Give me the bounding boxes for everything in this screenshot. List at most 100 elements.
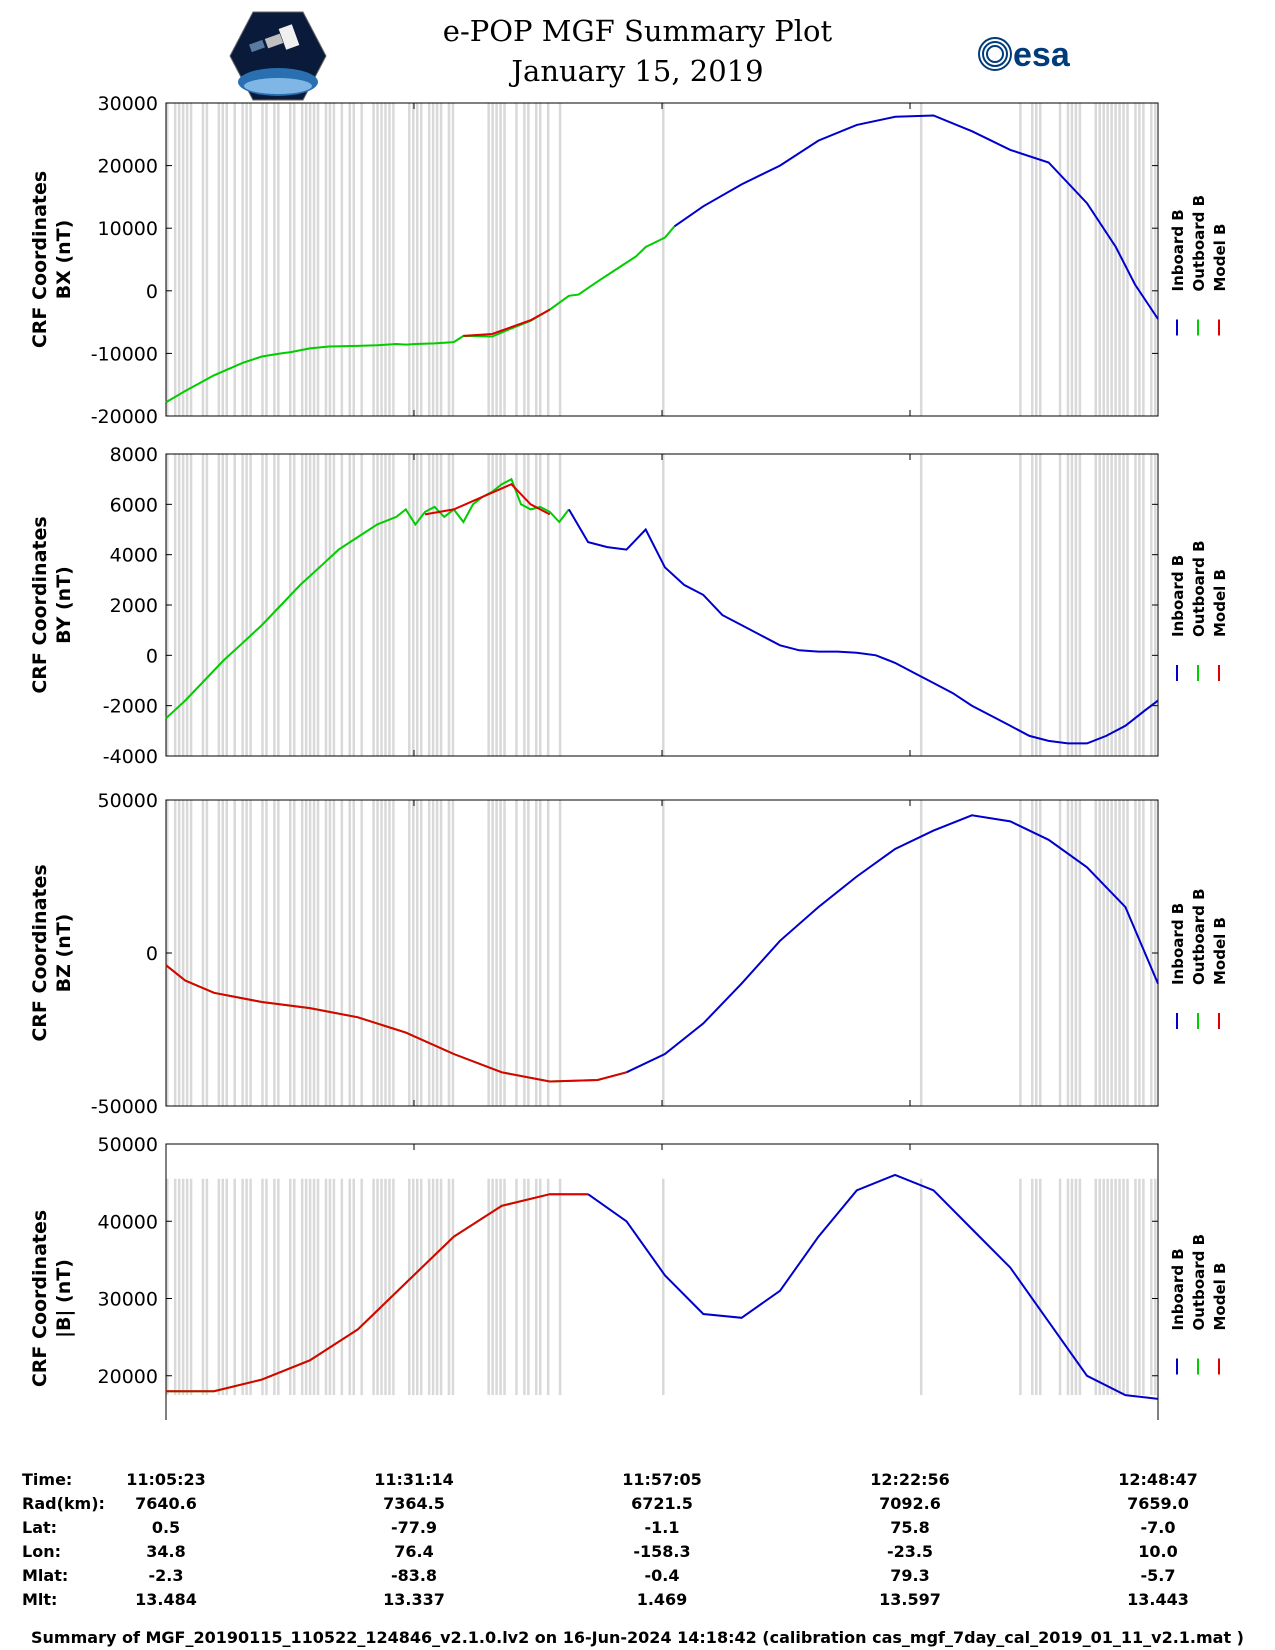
data-gap-band	[1106, 454, 1109, 756]
data-gap-band	[1126, 1178, 1129, 1396]
ephemeris-value: 11:57:05	[622, 1470, 702, 1489]
data-gap-band	[205, 800, 209, 1106]
data-gap-band	[1074, 1178, 1078, 1396]
data-gap-band	[292, 454, 296, 756]
data-gap-band	[662, 1178, 665, 1396]
ephemeris-row: Mlt: 13.484 13.337 1.469 13.597 13.443	[0, 1590, 1275, 1614]
data-gap-band	[328, 454, 332, 756]
data-gap-band	[277, 454, 280, 756]
data-gap-band	[503, 800, 506, 1106]
ephemeris-value: 76.4	[394, 1542, 434, 1561]
data-gap-band	[300, 800, 304, 1106]
data-gap-band	[412, 800, 415, 1106]
data-gap-band	[431, 103, 435, 416]
ephemeris-value: 79.3	[890, 1566, 930, 1585]
data-gap-band	[427, 103, 431, 416]
data-gap-band	[1142, 103, 1145, 416]
data-gap-band	[289, 103, 292, 416]
data-gap-band	[1118, 800, 1121, 1106]
ephemeris-value: 11:31:14	[374, 1470, 454, 1489]
data-gap-band	[221, 454, 225, 756]
data-gap-band	[348, 1178, 352, 1396]
data-gap-band	[447, 454, 451, 756]
ephemeris-row: Lon: 34.8 76.4 -158.3 -23.5 10.0	[0, 1542, 1275, 1566]
data-gap-band	[372, 454, 375, 756]
data-gap-band	[662, 103, 665, 416]
ephemeris-value: 1.469	[636, 1590, 688, 1609]
legend-label: Inboard B	[1169, 1248, 1187, 1330]
data-gap-band	[495, 454, 498, 756]
data-gap-band	[221, 1178, 225, 1396]
data-gap-band	[340, 454, 344, 756]
data-gap-band	[384, 454, 387, 756]
data-gap-band	[1019, 454, 1022, 756]
data-gap-band	[1114, 800, 1117, 1106]
data-gap-band	[217, 1178, 221, 1396]
ephemeris-value: 6721.5	[631, 1494, 693, 1513]
legend-label: Inboard B	[1169, 555, 1187, 637]
data-gap-band	[1031, 800, 1034, 1106]
data-gap-band	[1074, 454, 1078, 756]
data-gap-band	[499, 800, 502, 1106]
data-gap-band	[491, 800, 494, 1106]
data-gap-band	[491, 1178, 494, 1396]
data-gap-band	[1098, 454, 1101, 756]
data-gap-band	[1102, 103, 1105, 416]
data-gap-band	[233, 1178, 236, 1396]
data-gap-band	[1098, 1178, 1101, 1396]
data-gap-band	[487, 103, 490, 416]
data-gap-band	[304, 103, 308, 416]
data-gap-band	[495, 800, 498, 1106]
data-gap-band	[1106, 800, 1109, 1106]
series-line-outboard-b	[165, 477, 570, 720]
data-gap-band	[289, 454, 292, 756]
data-gap-band	[332, 103, 336, 416]
data-gap-band	[1126, 454, 1129, 756]
data-gap-band	[558, 103, 562, 416]
data-gap-band	[499, 103, 502, 416]
data-gap-band	[241, 1178, 244, 1396]
y-tick-label: 6000	[110, 494, 158, 516]
data-gap-band	[245, 103, 248, 416]
data-gap-band	[352, 103, 355, 416]
data-gap-band	[261, 454, 264, 756]
data-gap-band	[1106, 1178, 1109, 1396]
data-gap-band	[1058, 103, 1062, 416]
ephemeris-value: 12:22:56	[870, 1470, 950, 1489]
data-gap-band	[388, 800, 391, 1106]
data-gap-band	[435, 800, 439, 1106]
data-gap-band	[273, 800, 276, 1106]
series-line-inboard-b	[587, 1173, 1159, 1400]
data-gap-band	[277, 800, 280, 1106]
y-tick-label: 50000	[98, 1134, 158, 1156]
data-gap-band	[427, 800, 431, 1106]
ephemeris-value: 11:05:23	[126, 1470, 206, 1489]
data-gap-band	[495, 1178, 498, 1396]
data-gap-band	[1138, 800, 1141, 1106]
data-gap-band	[558, 1178, 562, 1396]
y-axis-label-line2: BX (nT)	[53, 220, 75, 300]
data-gap-band	[388, 454, 391, 756]
data-gap-band	[1150, 454, 1153, 756]
data-gap-band	[360, 454, 363, 756]
legend-label: Outboard B	[1190, 888, 1208, 985]
data-gap-band	[491, 103, 494, 416]
ephemeris-value: -5.7	[1140, 1566, 1176, 1585]
data-gap-band	[360, 800, 363, 1106]
data-gap-band	[265, 1178, 268, 1396]
data-gap-band	[261, 1178, 264, 1396]
data-gap-band	[388, 103, 391, 416]
data-gap-band	[408, 454, 411, 756]
ephemeris-row-label: Mlat:	[22, 1566, 69, 1585]
data-gap-band	[447, 103, 451, 416]
data-gap-band	[217, 454, 221, 756]
data-gap-band	[245, 1178, 248, 1396]
data-gap-band	[558, 800, 562, 1106]
panel-bz: -50000 0 50000 CRF Coordinates BZ (nT) Inboar…	[29, 790, 1229, 1118]
data-gap-band	[451, 800, 455, 1106]
data-gap-band	[201, 103, 205, 416]
data-gap-band	[515, 1178, 518, 1396]
data-gap-band	[491, 454, 494, 756]
data-gap-band	[392, 1178, 395, 1396]
legend-label: Model B	[1211, 569, 1229, 637]
